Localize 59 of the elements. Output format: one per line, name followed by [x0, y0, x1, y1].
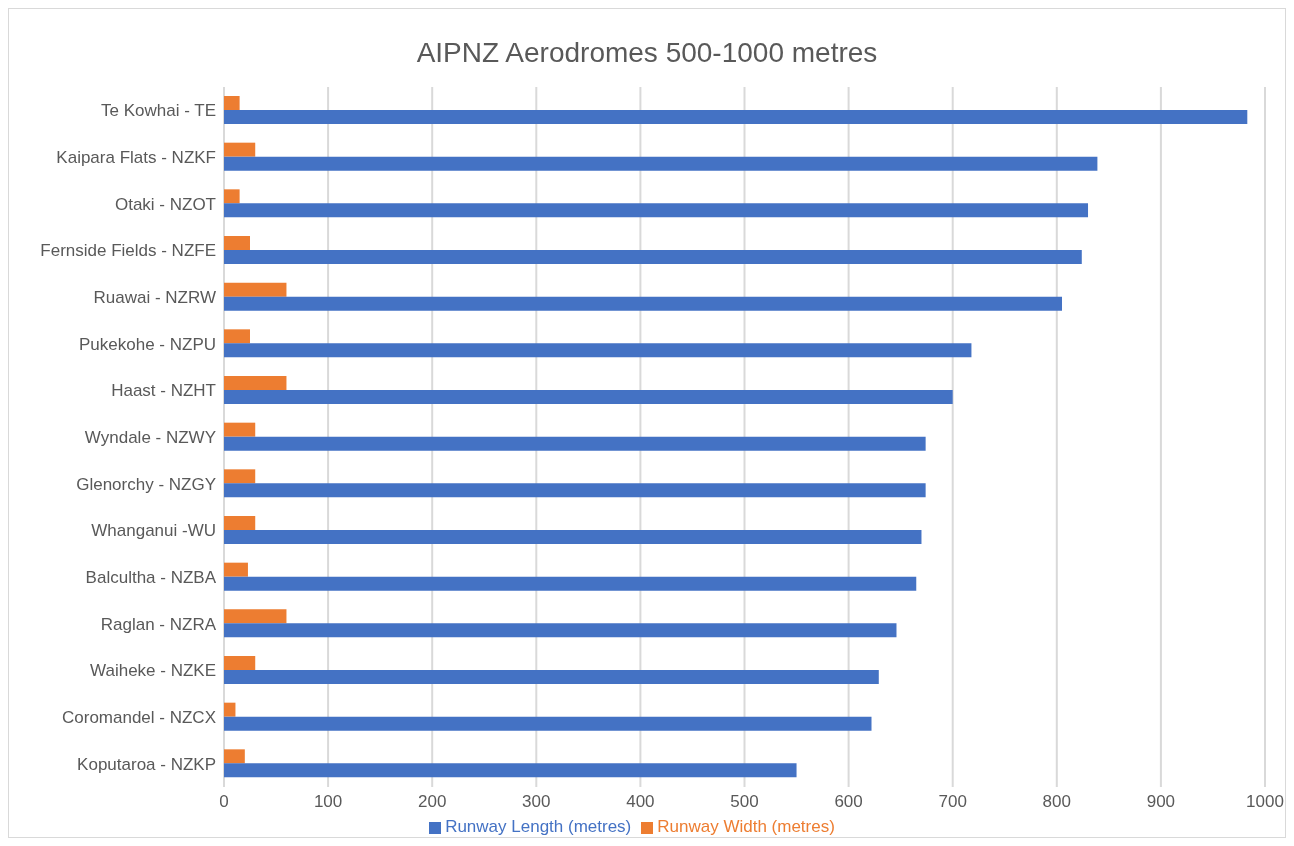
- bar: [224, 96, 240, 110]
- chart-title: AIPNZ Aerodromes 500-1000 metres: [415, 36, 879, 70]
- y-tick-label: Kaipara Flats - NZKF: [56, 148, 216, 168]
- y-tick-label: Fernside Fields - NZFE: [40, 241, 216, 261]
- bar: [224, 250, 1082, 264]
- bar: [224, 562, 248, 577]
- bar: [224, 749, 245, 764]
- x-tick-label: 400: [626, 792, 655, 812]
- bar: [224, 329, 251, 344]
- x-tick-label: 500: [730, 792, 759, 812]
- bar: [224, 702, 236, 717]
- x-tick-label: 700: [938, 792, 967, 812]
- y-tick-label: Waiheke - NZKE: [90, 661, 216, 681]
- legend-label: Runway Length (metres): [445, 817, 632, 836]
- x-tick-label: 600: [834, 792, 863, 812]
- bar: [224, 156, 1098, 171]
- bar: [224, 282, 287, 297]
- x-tick-label: 0: [219, 792, 229, 812]
- bar: [224, 110, 1248, 124]
- bar: [224, 576, 917, 591]
- y-tick-label: Balcultha - NZBA: [85, 568, 217, 588]
- bar: [224, 763, 797, 778]
- y-tick-label: Raglan - NZRA: [100, 614, 217, 634]
- bar: [224, 422, 256, 437]
- x-tick-label: 300: [522, 792, 551, 812]
- bar: [224, 236, 251, 250]
- x-tick-label: 100: [313, 792, 343, 812]
- bar: [224, 716, 872, 731]
- bar: [224, 203, 1089, 218]
- y-tick-label: Koputaroa - NZKP: [77, 754, 216, 774]
- y-tick-label: Coromandel - NZCX: [62, 708, 216, 728]
- x-tick-label: 1000: [1246, 792, 1284, 812]
- x-tick-label: 200: [418, 792, 447, 812]
- bar: [224, 142, 256, 157]
- y-tick-label: Ruawai - NZRW: [93, 288, 216, 308]
- y-tick-label: Otaki - NZOT: [114, 194, 216, 214]
- bar: [224, 483, 926, 498]
- bar: [224, 390, 953, 404]
- y-tick-label: Whanganui -WU: [91, 521, 216, 541]
- bar: [224, 469, 256, 484]
- y-tick-label: Pukekohe - NZPU: [79, 334, 216, 354]
- bar: [224, 189, 240, 204]
- y-tick-label: Haast - NZHT: [111, 381, 216, 401]
- bar: [224, 530, 922, 544]
- bar: [224, 376, 287, 390]
- legend-label: Runway Width (metres): [657, 817, 835, 836]
- y-tick-label: Wyndale - NZWY: [84, 428, 216, 448]
- y-tick-label: Glenorchy - NZGY: [76, 474, 216, 494]
- y-tick-label: Te Kowhai - TE: [101, 101, 216, 121]
- bar: [224, 656, 256, 670]
- x-tick-label: 800: [1042, 792, 1071, 812]
- bar: [224, 609, 287, 624]
- bar: [224, 516, 256, 530]
- x-tick-label: 900: [1146, 792, 1176, 812]
- bar: [224, 436, 926, 451]
- bar: [224, 343, 972, 358]
- bar: [224, 670, 879, 684]
- bar: [224, 623, 897, 638]
- bar: [224, 296, 1063, 311]
